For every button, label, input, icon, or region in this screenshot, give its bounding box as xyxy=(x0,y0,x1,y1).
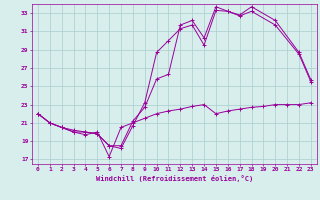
X-axis label: Windchill (Refroidissement éolien,°C): Windchill (Refroidissement éolien,°C) xyxy=(96,175,253,182)
